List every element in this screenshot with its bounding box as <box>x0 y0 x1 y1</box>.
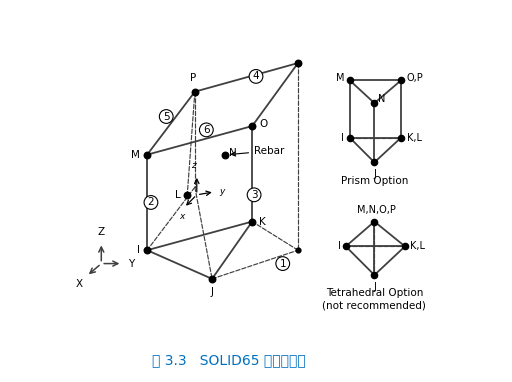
Text: N: N <box>378 94 386 104</box>
Text: K: K <box>259 217 266 227</box>
Point <box>191 89 199 95</box>
Text: M,N,O,P: M,N,O,P <box>357 205 396 215</box>
Point <box>294 60 302 66</box>
Text: N: N <box>229 148 237 158</box>
Point <box>208 276 216 282</box>
Text: Rebar: Rebar <box>231 146 285 156</box>
Point <box>248 219 257 225</box>
Point <box>221 152 229 158</box>
Text: 1: 1 <box>280 259 286 269</box>
Text: y: y <box>219 187 225 196</box>
Text: z: z <box>191 161 196 170</box>
Text: 3: 3 <box>251 190 258 200</box>
Text: J: J <box>373 169 376 179</box>
Text: x: x <box>179 212 185 220</box>
Point <box>370 272 378 278</box>
Point <box>370 100 378 106</box>
Text: Y: Y <box>129 259 135 269</box>
Text: X: X <box>76 279 83 289</box>
Point <box>346 134 354 141</box>
Point <box>397 134 406 141</box>
Point <box>294 247 302 253</box>
Text: 图 3.3   SOLID65 单元示意图: 图 3.3 SOLID65 单元示意图 <box>153 353 306 367</box>
Text: 2: 2 <box>147 197 154 207</box>
Text: Z: Z <box>98 227 105 237</box>
Text: J: J <box>210 287 214 297</box>
Text: O: O <box>259 119 267 129</box>
Text: 6: 6 <box>203 125 209 135</box>
Text: I: I <box>342 133 344 142</box>
Text: L: L <box>175 190 180 200</box>
Text: M: M <box>132 150 140 160</box>
Point <box>143 152 151 158</box>
Text: K,L: K,L <box>407 133 421 142</box>
Point <box>370 219 378 225</box>
Point <box>183 192 191 198</box>
Point <box>342 243 350 249</box>
Text: I: I <box>337 241 340 251</box>
Text: J: J <box>373 282 376 292</box>
Point <box>346 77 354 83</box>
Text: Tetrahedral Option
(not recommended): Tetrahedral Option (not recommended) <box>323 288 426 310</box>
Text: P: P <box>190 73 196 83</box>
Text: K,L: K,L <box>410 241 425 251</box>
Text: I: I <box>137 245 140 255</box>
Text: O,P: O,P <box>407 73 423 83</box>
Point <box>370 159 378 165</box>
Point <box>143 247 151 253</box>
Text: 5: 5 <box>163 112 169 121</box>
Text: Prism Option: Prism Option <box>340 176 408 186</box>
Point <box>248 123 257 129</box>
Text: 4: 4 <box>253 71 259 81</box>
Point <box>397 77 406 83</box>
Text: M: M <box>336 73 344 83</box>
Point <box>401 243 409 249</box>
